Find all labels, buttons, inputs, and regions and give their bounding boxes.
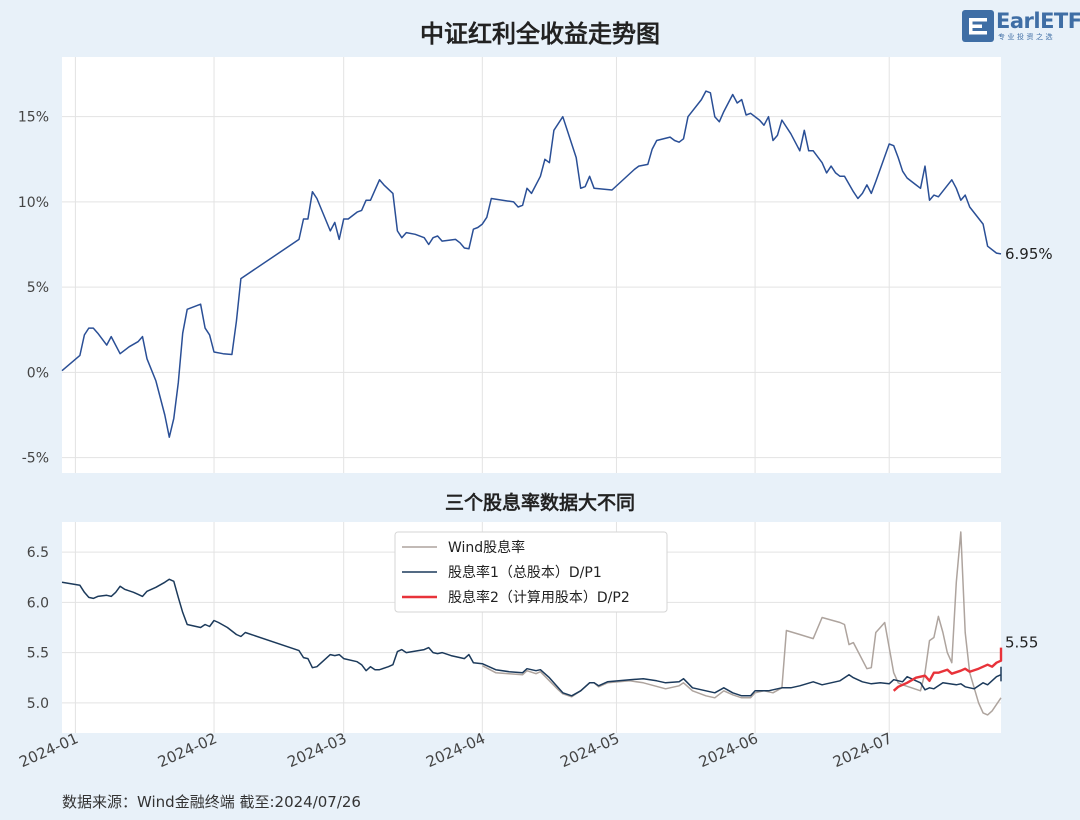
y-tick-label: 0% bbox=[27, 365, 49, 381]
y-tick-label: -5% bbox=[22, 451, 49, 467]
y-tick-label: 6.5 bbox=[27, 545, 49, 561]
x-tick-label: 2024-03 bbox=[285, 729, 350, 771]
x-tick-label: 2024-07 bbox=[830, 729, 895, 771]
x-tick-label: 2024-04 bbox=[423, 729, 488, 771]
logo-icon bbox=[962, 10, 994, 42]
plot-area bbox=[62, 57, 1001, 473]
brand-logo: EarlETF 专业投资之选 bbox=[962, 9, 1080, 43]
y-tick-label: 5.5 bbox=[27, 646, 49, 662]
logo-subtitle: 专业投资之选 bbox=[998, 33, 1055, 41]
legend-item-label: 股息率2（计算用股本）D/P2 bbox=[448, 589, 630, 606]
x-tick-label: 2024-02 bbox=[155, 729, 220, 771]
x-tick-label: 2024-06 bbox=[696, 729, 761, 771]
legend-item-label: 股息率1（总股本）D/P1 bbox=[448, 564, 602, 581]
y-tick-label: 6.0 bbox=[27, 595, 49, 611]
end-value-label: 6.95% bbox=[1005, 245, 1053, 263]
x-axis: 2024-01 2024-02 2024-03 2024-04 2024-05 2024-… bbox=[16, 729, 894, 771]
series-line-1 bbox=[61, 578, 1002, 697]
logo-text: EarlETF bbox=[996, 9, 1080, 33]
data-source-footer: 数据来源：Wind金融终端 截至:2024/07/26 bbox=[62, 793, 361, 811]
series-line-2 bbox=[892, 647, 1003, 692]
series-line-0 bbox=[61, 90, 1002, 438]
x-tick-label: 2024-01 bbox=[16, 729, 81, 771]
legend bbox=[394, 531, 668, 613]
legend-item-label: Wind股息率 bbox=[448, 539, 525, 556]
main-chart-title: 中证红利全收益走势图 bbox=[420, 20, 660, 48]
top-chart-panel: -5% 0% 5% 10% 15% 6.95% bbox=[18, 57, 1053, 473]
y-tick-label: 5.0 bbox=[27, 696, 49, 712]
y-tick-label: 5% bbox=[27, 280, 49, 296]
sub-chart-title: 三个股息率数据大不同 bbox=[444, 492, 635, 514]
end-value-label: 5.55 bbox=[1005, 634, 1038, 652]
y-tick-label: 15% bbox=[18, 110, 49, 126]
x-tick-label: 2024-05 bbox=[557, 729, 622, 771]
y-tick-label: 10% bbox=[18, 195, 49, 211]
